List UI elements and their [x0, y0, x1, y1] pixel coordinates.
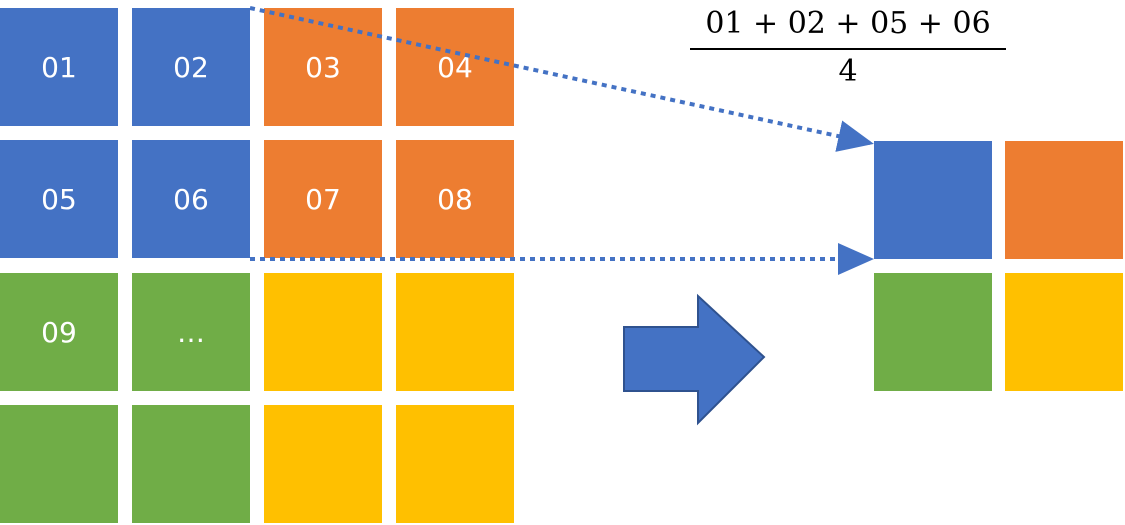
input-cell-r4c3	[264, 405, 382, 523]
input-cell-03: 03	[264, 8, 382, 126]
input-cell-r4c4	[396, 405, 514, 523]
formula-numerator: 01 + 02 + 05 + 06	[690, 4, 1006, 50]
dotted-connector-top	[249, 6, 874, 152]
input-cell-08: 08	[396, 140, 514, 258]
input-cell-r3c3	[264, 273, 382, 391]
input-cell-09: 09	[0, 273, 118, 391]
input-cell-r3c4	[396, 273, 514, 391]
output-cell-yellow	[1005, 273, 1123, 391]
output-cell-orange	[1005, 141, 1123, 259]
input-cell-07: 07	[264, 140, 382, 258]
input-cell-02: 02	[132, 8, 250, 126]
input-cell-05: 05	[0, 140, 118, 258]
input-cell-r4c2	[132, 405, 250, 523]
input-cell-06: 06	[132, 140, 250, 258]
input-cell-ellipsis: …	[132, 273, 250, 391]
formula-denominator: 4	[838, 54, 858, 89]
input-cell-r4c1	[0, 405, 118, 523]
average-formula: 01 + 02 + 05 + 06 4	[690, 4, 1006, 92]
right-block-arrow-icon	[623, 293, 766, 426]
input-cell-01: 01	[0, 8, 118, 126]
output-cell-green	[874, 273, 992, 391]
input-cell-04: 04	[396, 8, 514, 126]
output-cell-blue	[874, 141, 992, 259]
